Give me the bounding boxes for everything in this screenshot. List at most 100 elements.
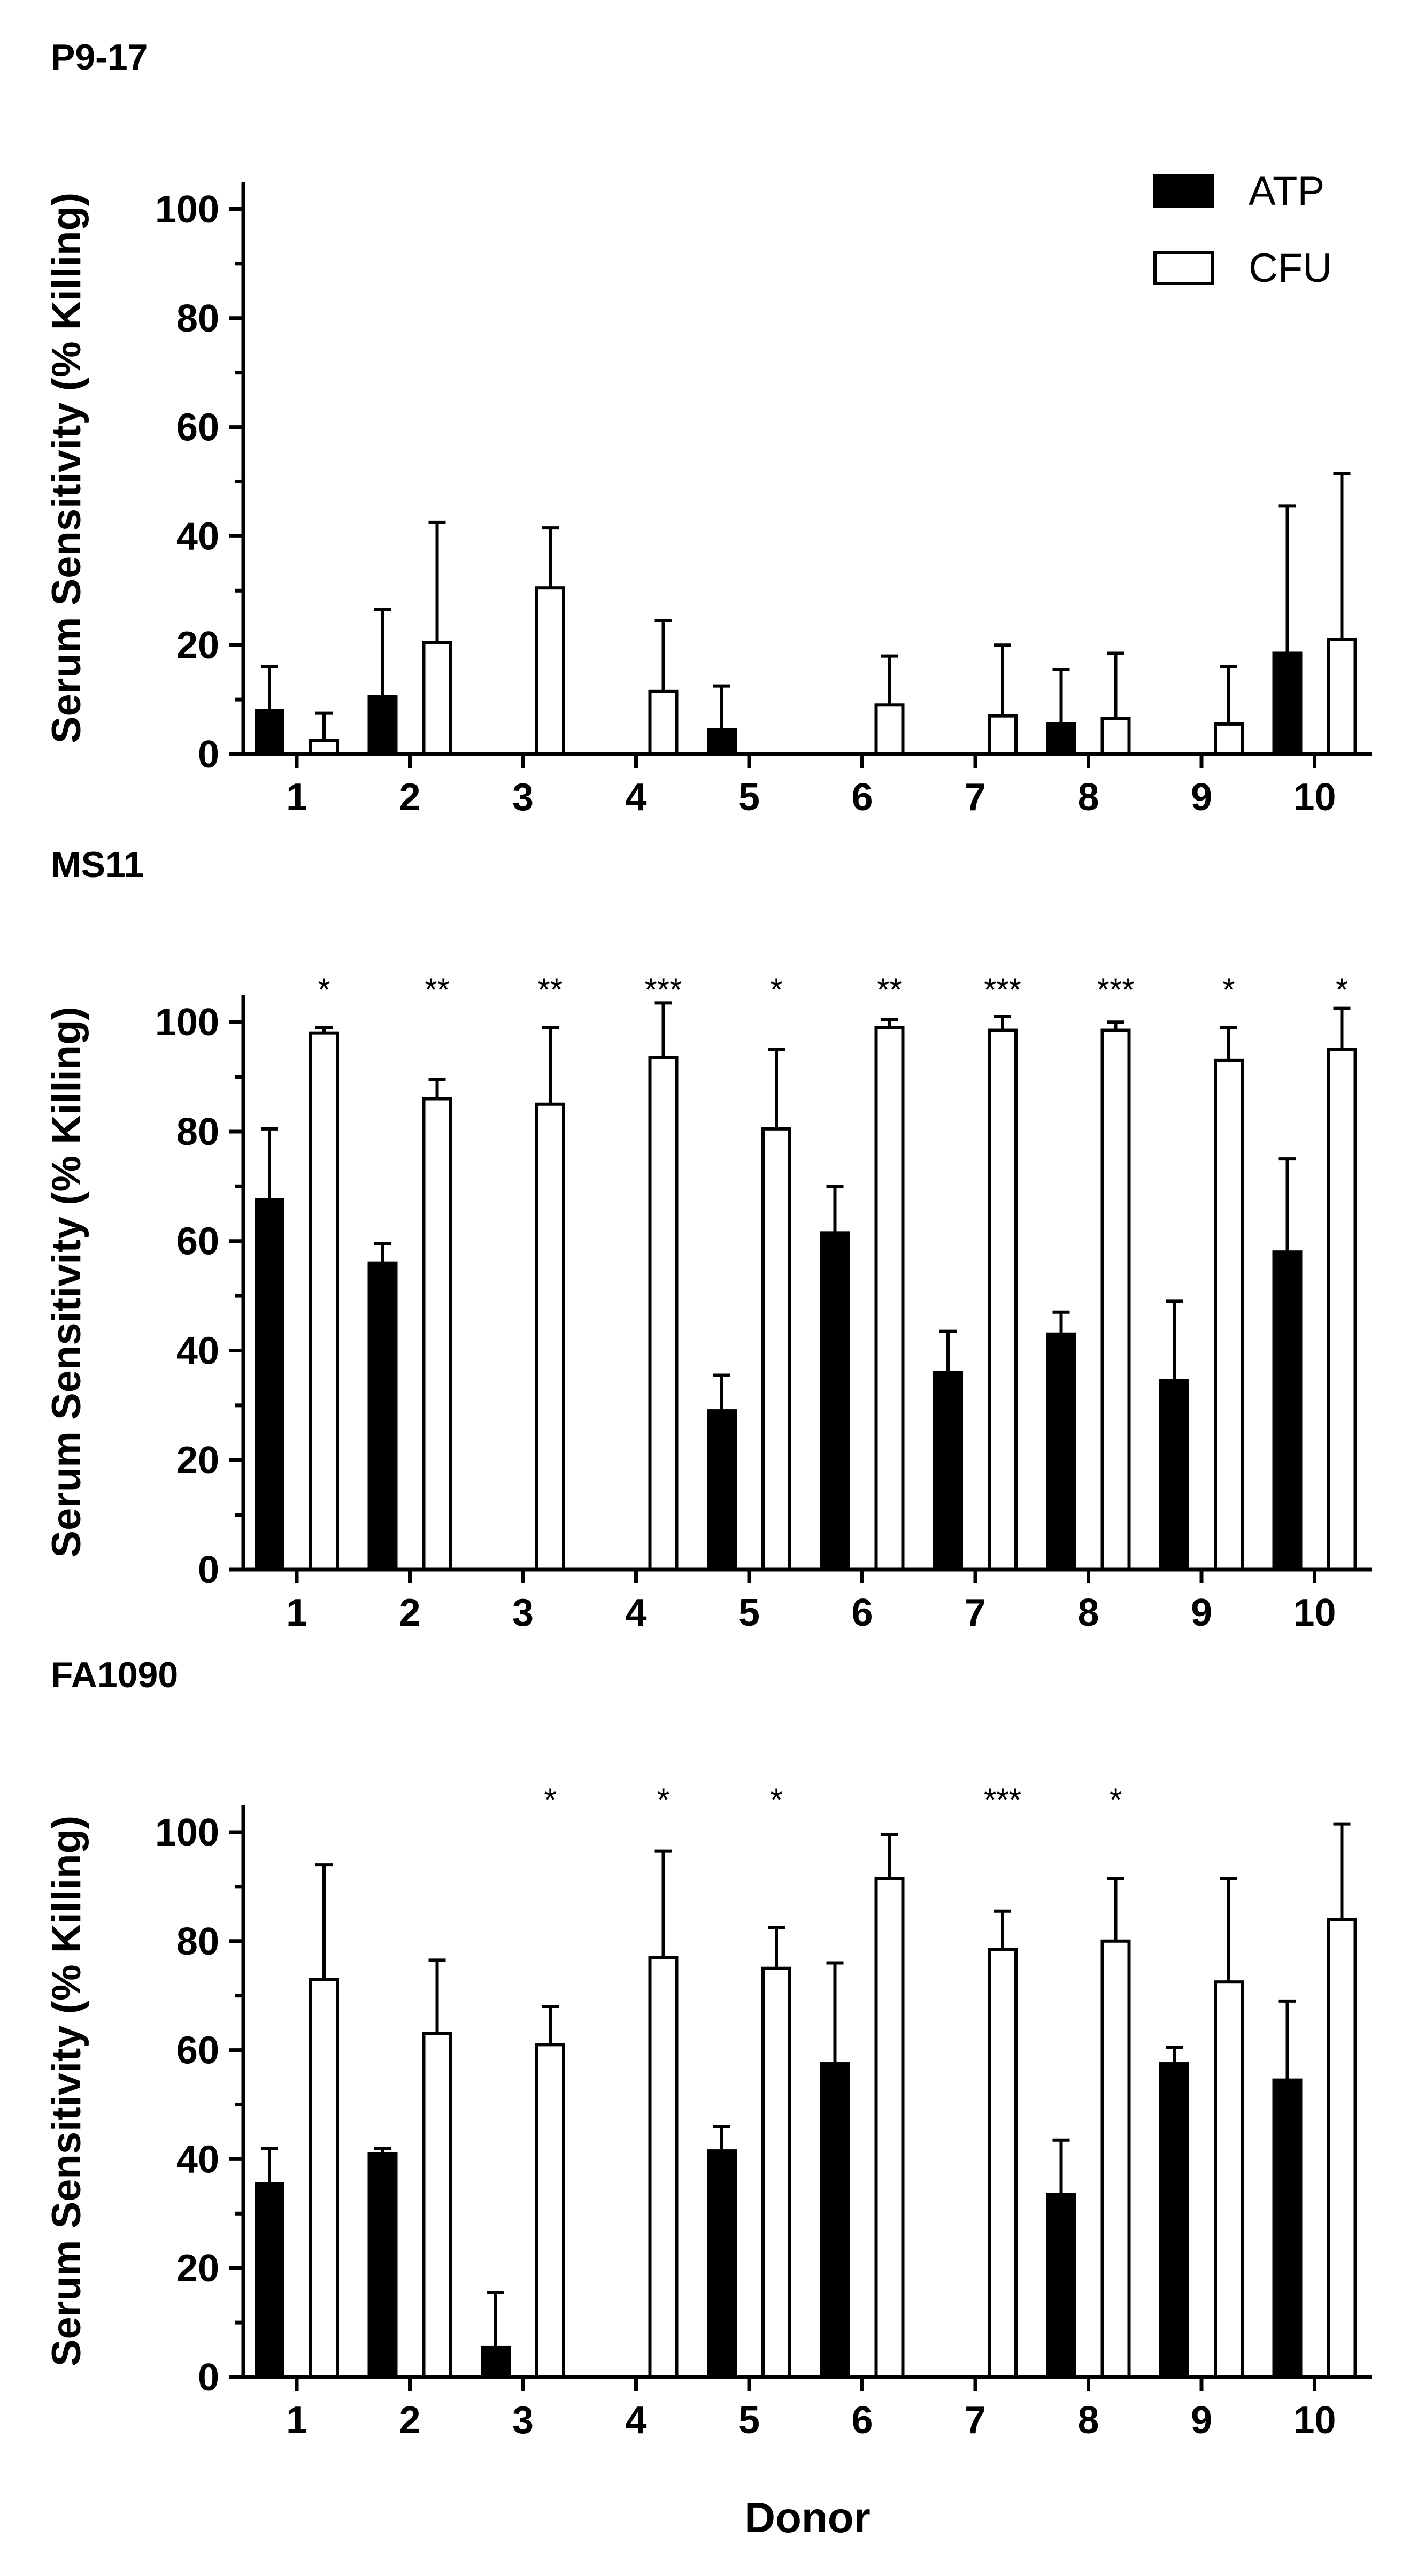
bar-cfu-donor-10 bbox=[1327, 1048, 1357, 1571]
significance-marker: * bbox=[657, 1782, 669, 1818]
significance-marker: ** bbox=[425, 972, 450, 1008]
x-tick-label: 8 bbox=[1077, 2399, 1099, 2442]
bar-atp-donor-5 bbox=[707, 728, 737, 756]
panel-title: FA1090 bbox=[51, 1655, 178, 1695]
legend: ATP CFU bbox=[1153, 168, 1332, 291]
bar-atp-donor-9 bbox=[1159, 1379, 1189, 1571]
x-tick-label: 9 bbox=[1191, 776, 1212, 819]
bar-cfu-donor-3 bbox=[535, 2043, 565, 2379]
bar-cfu-donor-6 bbox=[874, 1877, 905, 2379]
y-axis-title: Serum Sensitivity (% Killing) bbox=[44, 1816, 89, 2366]
x-tick-label: 2 bbox=[399, 776, 420, 819]
bar-cfu-donor-4 bbox=[648, 689, 679, 756]
x-tick-label: 4 bbox=[625, 1591, 646, 1634]
significance-marker: * bbox=[1222, 972, 1235, 1008]
bar-cfu-donor-5 bbox=[761, 1127, 791, 1571]
significance-marker: * bbox=[770, 972, 782, 1008]
bar-atp-donor-5 bbox=[707, 2149, 737, 2379]
bar-cfu-donor-8 bbox=[1100, 717, 1131, 756]
y-tick-label: 100 bbox=[155, 188, 219, 231]
x-tick-label: 10 bbox=[1293, 2399, 1336, 2442]
x-tick-label: 5 bbox=[738, 2399, 760, 2442]
x-tick-label: 2 bbox=[399, 1591, 420, 1634]
y-tick-label: 40 bbox=[176, 1329, 219, 1372]
significance-marker: * bbox=[1336, 972, 1348, 1008]
bar-atp-donor-9 bbox=[1159, 2062, 1189, 2379]
y-tick-label: 0 bbox=[198, 733, 219, 776]
x-tick-label: 1 bbox=[286, 776, 307, 819]
bar-cfu-donor-10 bbox=[1327, 638, 1357, 756]
chart-panel-1: P9-17 Serum Sensitivity (% Killing) 1 2 3 4 5 6… bbox=[44, 37, 1372, 819]
x-tick-label: 1 bbox=[286, 1591, 307, 1634]
bar-atp-donor-8 bbox=[1046, 1332, 1076, 1572]
significance-marker: * bbox=[318, 972, 330, 1008]
x-axis-title: Donor bbox=[744, 2494, 871, 2541]
bar-cfu-donor-9 bbox=[1214, 722, 1244, 756]
bar-atp-donor-2 bbox=[367, 695, 398, 756]
x-tick-label: 3 bbox=[512, 2399, 534, 2442]
x-tick-label: 10 bbox=[1293, 776, 1336, 819]
significance-marker: *** bbox=[1097, 972, 1134, 1008]
x-tick-label: 5 bbox=[738, 1591, 760, 1634]
bar-atp-donor-6 bbox=[820, 2062, 850, 2379]
bar-cfu-donor-7 bbox=[988, 714, 1018, 756]
x-tick-label: 7 bbox=[965, 2399, 986, 2442]
legend-swatch-atp bbox=[1153, 174, 1214, 208]
x-tick-label: 9 bbox=[1191, 1591, 1212, 1634]
y-tick-label: 80 bbox=[176, 1111, 219, 1154]
y-tick-label: 60 bbox=[176, 2029, 219, 2072]
bar-cfu-donor-7 bbox=[988, 1028, 1018, 1571]
x-tick-label: 7 bbox=[965, 776, 986, 819]
y-tick-label: 40 bbox=[176, 515, 219, 558]
bar-cfu-donor-8 bbox=[1100, 1939, 1131, 2379]
y-tick-label: 20 bbox=[176, 624, 219, 667]
x-tick-label: 1 bbox=[286, 2399, 307, 2442]
bar-cfu-donor-5 bbox=[761, 1966, 791, 2379]
bar-atp-donor-1 bbox=[255, 709, 284, 756]
bar-cfu-donor-10 bbox=[1327, 1918, 1357, 2379]
bar-cfu-donor-9 bbox=[1214, 1980, 1244, 2379]
x-tick-label: 6 bbox=[851, 2399, 873, 2442]
bar-atp-donor-10 bbox=[1272, 2078, 1303, 2379]
bar-cfu-donor-2 bbox=[422, 2032, 452, 2379]
bar-cfu-donor-1 bbox=[309, 1031, 339, 1571]
significance-marker: * bbox=[770, 1782, 782, 1818]
y-tick-label: 20 bbox=[176, 2247, 219, 2290]
significance-marker: ** bbox=[877, 972, 902, 1008]
bar-atp-donor-2 bbox=[367, 1261, 398, 1572]
legend-label-atp: ATP bbox=[1249, 168, 1324, 214]
bar-cfu-donor-4 bbox=[648, 1056, 679, 1571]
x-tick-label: 3 bbox=[512, 1591, 534, 1634]
legend-swatch-cfu bbox=[1153, 251, 1214, 285]
bar-cfu-donor-6 bbox=[874, 703, 905, 756]
chart-panel-3: FA1090 Serum Sensitivity (% Killing) 1 2 * 3 *… bbox=[44, 1655, 1372, 2442]
y-tick-label: 80 bbox=[176, 297, 219, 340]
legend-label-cfu: CFU bbox=[1249, 245, 1332, 291]
y-tick-label: 100 bbox=[155, 1001, 219, 1044]
bar-cfu-donor-1 bbox=[309, 739, 339, 756]
significance-marker: *** bbox=[984, 1782, 1021, 1818]
x-tick-label: 4 bbox=[625, 2399, 646, 2442]
y-axis-title: Serum Sensitivity (% Killing) bbox=[44, 193, 89, 743]
y-tick-label: 80 bbox=[176, 1920, 219, 1963]
bar-cfu-donor-4 bbox=[648, 1956, 679, 2379]
x-tick-label: 10 bbox=[1293, 1591, 1336, 1634]
panel-title: P9-17 bbox=[51, 37, 148, 78]
bar-cfu-donor-8 bbox=[1100, 1028, 1131, 1571]
bar-cfu-donor-7 bbox=[988, 1948, 1018, 2379]
x-tick-label: 3 bbox=[512, 776, 534, 819]
y-tick-label: 20 bbox=[176, 1439, 219, 1482]
bar-atp-donor-6 bbox=[820, 1231, 850, 1572]
bar-atp-donor-10 bbox=[1272, 651, 1303, 756]
bar-cfu-donor-1 bbox=[309, 1978, 339, 2379]
x-tick-label: 9 bbox=[1191, 2399, 1212, 2442]
x-tick-label: 2 bbox=[399, 2399, 420, 2442]
bar-atp-donor-1 bbox=[255, 2182, 284, 2379]
bar-atp-donor-3 bbox=[481, 2345, 511, 2379]
bar-atp-donor-8 bbox=[1046, 2193, 1076, 2379]
y-tick-label: 0 bbox=[198, 1549, 219, 1591]
significance-marker: * bbox=[1110, 1782, 1122, 1818]
bar-atp-donor-5 bbox=[707, 1409, 737, 1571]
significance-marker: *** bbox=[644, 972, 682, 1008]
